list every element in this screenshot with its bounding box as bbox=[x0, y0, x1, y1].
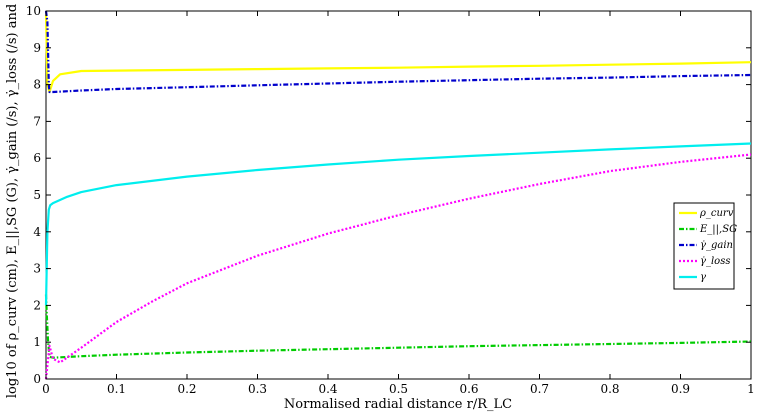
plot-area bbox=[45, 10, 752, 380]
y-tick-label: 3 bbox=[33, 262, 41, 276]
legend-label-0: ρ_curv bbox=[699, 208, 734, 219]
legend: ρ_curv E_||,SG γ̇_gain γ̇_loss γ bbox=[673, 202, 737, 290]
x-tick-label: 0.3 bbox=[248, 382, 267, 396]
x-tick-label: 0.1 bbox=[107, 382, 126, 396]
x-tick-label: 0.7 bbox=[530, 382, 549, 396]
x-tick-label: 0.9 bbox=[671, 382, 690, 396]
y-tick-label: 9 bbox=[33, 41, 41, 55]
y-tick-label: 0 bbox=[33, 372, 41, 386]
y-tick-label: 6 bbox=[33, 151, 41, 165]
y-tick-label: 1 bbox=[33, 335, 41, 349]
legend-label-1: E_||,SG bbox=[699, 224, 737, 235]
series-line-2 bbox=[44, 10, 752, 94]
ticks-layer: 0 0.1 0.2 0.3 0.4 0.5 0.6 0.7 0.8 0.9 101234567891… bbox=[26, 4, 755, 396]
y-tick-label: 5 bbox=[33, 188, 41, 202]
legend-label-3: γ̇_loss bbox=[700, 256, 730, 267]
x-axis-label: Normalised radial distance r/R_LC bbox=[284, 397, 512, 412]
x-tick-label: 0.8 bbox=[600, 382, 619, 396]
x-tick-label: 0.4 bbox=[318, 382, 337, 396]
y-axis-label: log10 of ρ_curv (cm), E_||,SG (G), γ̇_ga… bbox=[5, 0, 20, 398]
legend-label-2: γ̇_gain bbox=[700, 240, 733, 251]
y-tick-label: 2 bbox=[33, 298, 41, 312]
legend-label-4: γ bbox=[700, 272, 706, 283]
y-tick-label: 10 bbox=[26, 4, 41, 18]
series-layer bbox=[44, 10, 752, 380]
x-tick-label: 0.5 bbox=[389, 382, 408, 396]
x-tick-label: 0.6 bbox=[459, 382, 478, 396]
x-tick-label: 0.2 bbox=[177, 382, 196, 396]
y-tick-label: 4 bbox=[33, 225, 41, 239]
x-tick-label: 0 bbox=[42, 382, 50, 396]
x-tick-label: 1 bbox=[747, 382, 755, 396]
series-line-0 bbox=[44, 14, 752, 94]
series-line-4 bbox=[44, 142, 752, 306]
y-tick-label: 7 bbox=[33, 114, 41, 128]
y-tick-label: 8 bbox=[33, 78, 41, 92]
